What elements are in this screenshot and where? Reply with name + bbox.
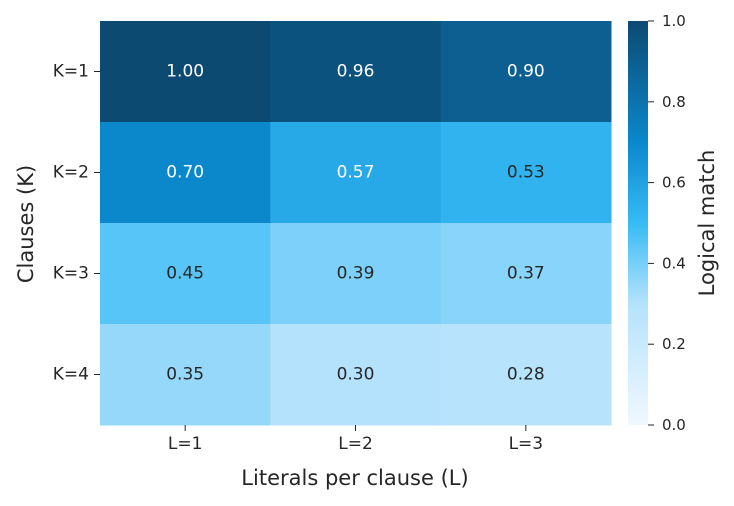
heatmap-cell-value: 0.39 bbox=[337, 264, 375, 284]
colorbar-tick-label: 0.4 bbox=[662, 254, 686, 272]
heatmap-cell-value: 0.53 bbox=[507, 163, 545, 183]
y-tick-label: K=4 bbox=[53, 365, 89, 385]
heatmap-cell bbox=[440, 223, 612, 325]
heatmap-cells bbox=[100, 21, 612, 426]
heatmap-cell bbox=[270, 324, 442, 426]
heatmap-cell-value: 0.57 bbox=[337, 163, 375, 183]
heatmap-cell bbox=[100, 324, 271, 426]
colorbar bbox=[628, 21, 648, 425]
heatmap-cell-value: 0.70 bbox=[166, 163, 204, 183]
x-axis-label: Literals per clause (L) bbox=[241, 466, 468, 490]
colorbar-tick-label: 1.0 bbox=[662, 12, 686, 30]
heatmap-cell bbox=[100, 21, 271, 123]
y-tick-label: K=1 bbox=[53, 62, 89, 82]
heatmap-cell-value: 0.28 bbox=[507, 365, 545, 385]
y-tick-label: K=3 bbox=[53, 264, 89, 284]
colorbar-label: Logical match bbox=[695, 150, 719, 297]
x-axis-ticks: L=1 L=2 L=3 bbox=[168, 425, 543, 454]
colorbar-tick-label: 0.2 bbox=[662, 335, 686, 353]
heatmap-cell-labels: 1.00 0.96 0.90 0.70 0.57 0.53 0.45 0.39 0.37 0.35… bbox=[166, 62, 545, 385]
heatmap-cell bbox=[270, 21, 442, 123]
heatmap-cell bbox=[270, 122, 442, 224]
heatmap-cell-value: 0.96 bbox=[337, 62, 375, 82]
x-tick-label: L=3 bbox=[509, 434, 544, 454]
heatmap-cell bbox=[100, 223, 271, 325]
heatmap-cell bbox=[270, 223, 442, 325]
x-tick-label: L=2 bbox=[338, 434, 373, 454]
heatmap-cell-value: 0.30 bbox=[337, 365, 375, 385]
heatmap-cell-value: 0.90 bbox=[507, 62, 545, 82]
heatmap-cell-value: 0.37 bbox=[507, 264, 545, 284]
heatmap-cell-value: 0.35 bbox=[166, 365, 204, 385]
heatmap-cell bbox=[440, 324, 612, 426]
heatmap-cell-value: 0.45 bbox=[166, 264, 204, 284]
heatmap-cell bbox=[440, 122, 612, 224]
heatmap-cell bbox=[440, 21, 612, 123]
x-tick-label: L=1 bbox=[168, 434, 203, 454]
colorbar-tick-label: 0.6 bbox=[662, 174, 686, 192]
heatmap-cell bbox=[100, 122, 271, 224]
y-axis-label: Clauses (K) bbox=[14, 165, 38, 283]
colorbar-tick-label: 0.0 bbox=[662, 416, 686, 434]
y-axis-ticks: K=1 K=2 K=3 K=4 bbox=[53, 62, 100, 385]
colorbar-tick-label: 0.8 bbox=[662, 93, 686, 111]
colorbar-ticks: 0.0 0.2 0.4 0.6 0.8 1.0 bbox=[648, 12, 686, 434]
y-tick-label: K=2 bbox=[53, 163, 89, 183]
heatmap-cell-value: 1.00 bbox=[166, 62, 204, 82]
